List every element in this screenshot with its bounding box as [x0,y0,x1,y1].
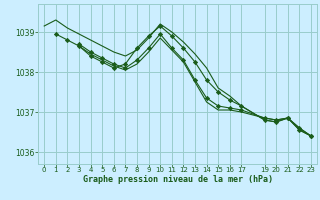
X-axis label: Graphe pression niveau de la mer (hPa): Graphe pression niveau de la mer (hPa) [83,175,273,184]
